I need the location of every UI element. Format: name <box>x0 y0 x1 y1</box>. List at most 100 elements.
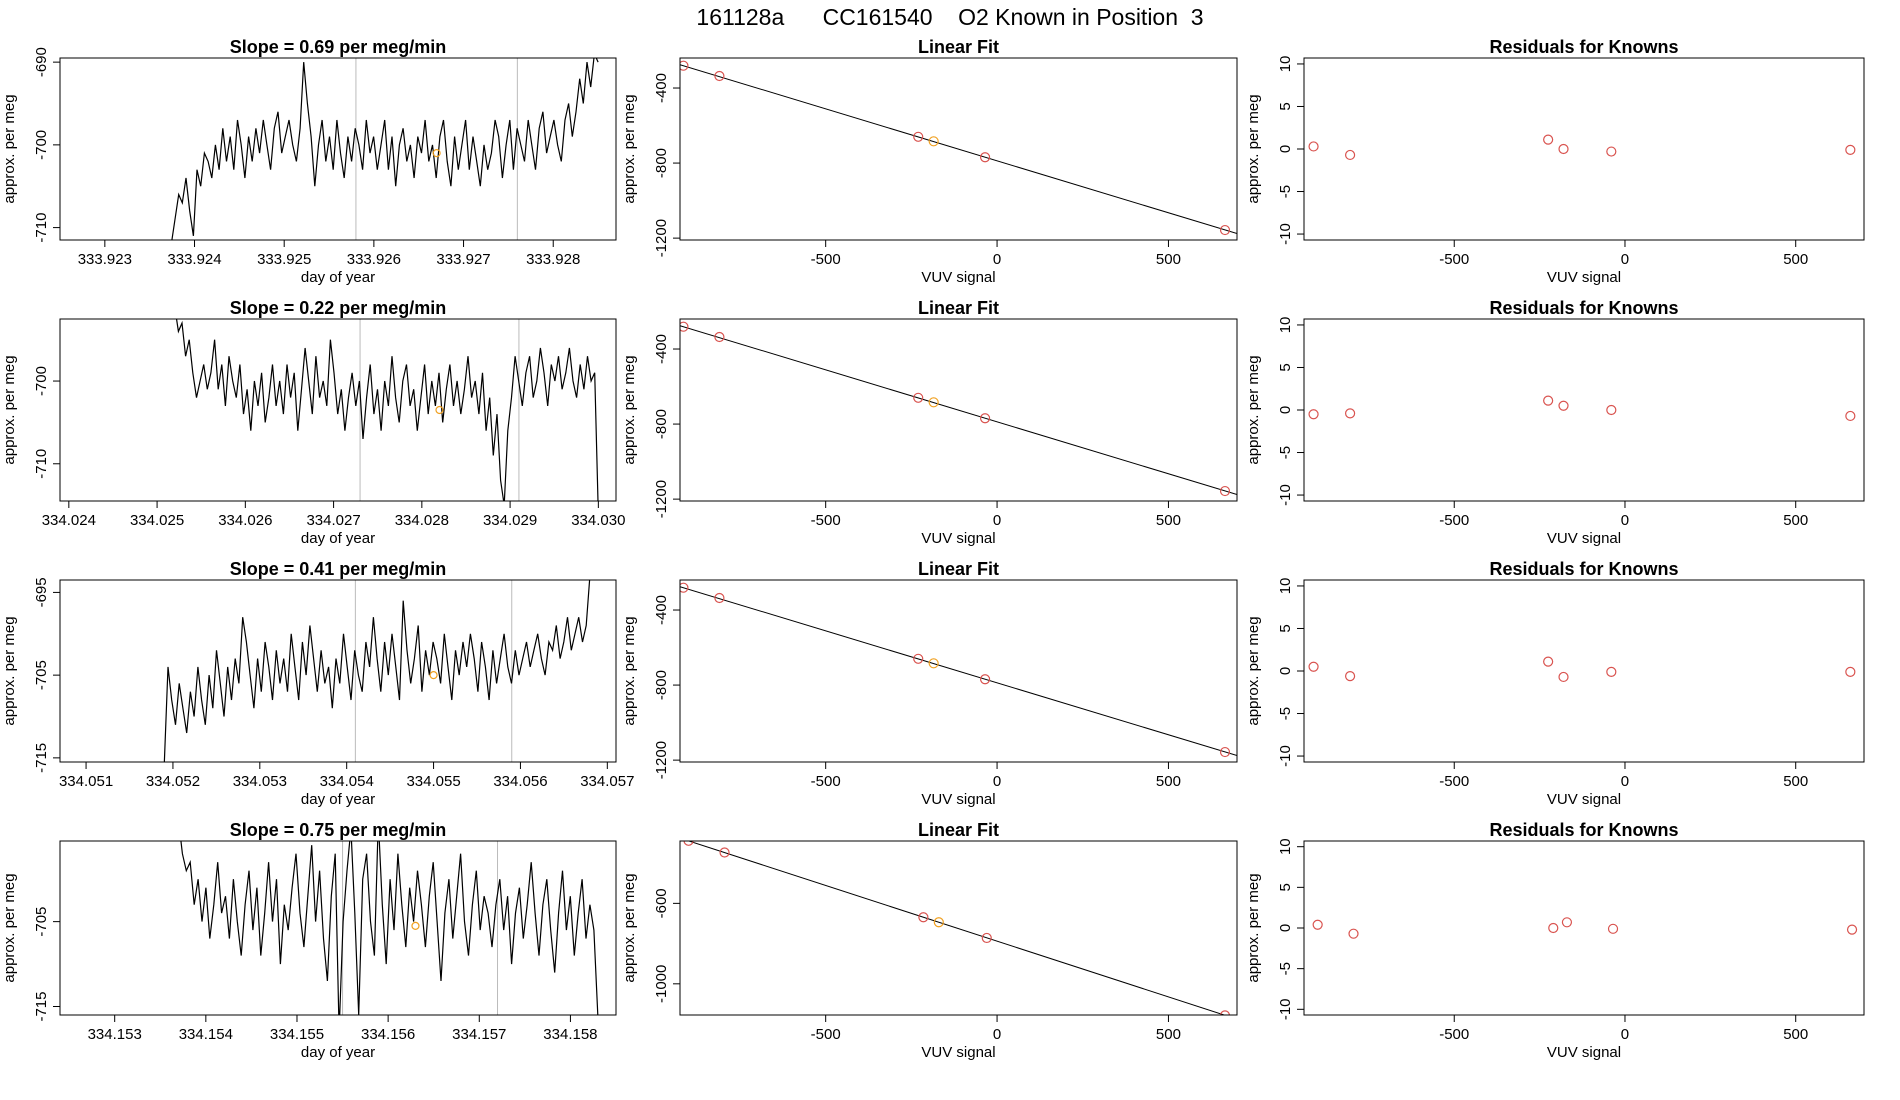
panel-3: Residuals for Knowns -500 0 500 10 5 0 -5 -10 VUV… <box>1245 37 1865 286</box>
y-axis-label: approx. per meg <box>621 355 638 464</box>
y-axis-label: approx. per meg <box>1 355 18 464</box>
data-point <box>1219 485 1231 497</box>
panel-title: Linear Fit <box>918 820 999 840</box>
data-point <box>913 392 924 403</box>
panel-2: Linear Fit -500 0 500 -400 -800 -1200 VUV signa… <box>621 37 1238 286</box>
data-point <box>1344 671 1356 682</box>
data-point <box>1344 408 1356 419</box>
panel-title: Linear Fit <box>918 298 999 318</box>
fit-line <box>680 325 1237 496</box>
x-tick-label: 334.052 <box>146 773 200 790</box>
highlight-point <box>928 658 939 669</box>
x-tick-label: 0 <box>993 512 1001 529</box>
y-tick-label: -10 <box>1277 223 1294 245</box>
y-tick-label: -1200 <box>653 219 670 257</box>
plot-frame <box>1303 318 1865 502</box>
y-tick-label: -690 <box>33 47 50 77</box>
plot-frame <box>1303 840 1865 1016</box>
x-tick-label: 500 <box>1156 773 1181 790</box>
y-tick-label: -400 <box>653 595 670 625</box>
y-tick-label: 10 <box>1277 317 1294 334</box>
panel-4: Slope = 0.22 per meg/min 334.024 334.025 33… <box>1 298 625 547</box>
panel-title: Slope = 0.75 per meg/min <box>230 820 447 840</box>
y-tick-label: -800 <box>653 148 670 178</box>
x-tick-label: -500 <box>1439 251 1469 268</box>
y-tick-label: 10 <box>1277 838 1294 855</box>
y-axis-label: approx. per meg <box>621 616 638 725</box>
y-tick-label: -10 <box>1277 484 1294 506</box>
x-axis-label: VUV signal <box>1547 791 1621 808</box>
x-tick-label: 0 <box>1621 773 1629 790</box>
data-point <box>1219 224 1231 236</box>
y-tick-label: -710 <box>33 213 50 243</box>
panel-title: Slope = 0.22 per meg/min <box>230 298 447 318</box>
data-point <box>1219 1010 1231 1015</box>
data-point <box>1543 134 1554 145</box>
plot-area <box>683 841 1231 1015</box>
series-line <box>180 841 599 1015</box>
plot-area <box>171 58 599 240</box>
data-point <box>1846 924 1858 935</box>
plot-area <box>163 580 591 762</box>
data-point <box>979 152 991 163</box>
x-tick-label: 500 <box>1783 251 1808 268</box>
panel-title: Residuals for Knowns <box>1489 559 1678 579</box>
panel-7: Slope = 0.41 per meg/min 334.051 334.052 33… <box>1 559 634 808</box>
x-tick-label: 333.924 <box>167 251 221 268</box>
x-tick-label: 334.056 <box>493 773 547 790</box>
x-tick-label: 334.154 <box>179 1026 233 1043</box>
panel-title: Linear Fit <box>918 37 999 57</box>
x-tick-label: -500 <box>1439 1026 1469 1043</box>
y-tick-label: -700 <box>33 366 50 396</box>
plot-area <box>1308 656 1856 683</box>
series-line <box>171 58 599 240</box>
data-point <box>1543 395 1554 406</box>
panel-title: Residuals for Knowns <box>1489 820 1678 840</box>
data-point <box>1606 404 1617 416</box>
x-axis-label: VUV signal <box>921 791 995 808</box>
y-tick-label: -705 <box>33 907 50 937</box>
x-axis-label: day of year <box>301 1044 375 1061</box>
y-tick-label: -1200 <box>653 480 670 518</box>
plot-area <box>175 319 599 501</box>
y-tick-label: -5 <box>1277 446 1294 459</box>
x-tick-label: 333.926 <box>347 251 401 268</box>
y-tick-label: -800 <box>653 670 670 700</box>
panel-title: Residuals for Knowns <box>1489 298 1678 318</box>
data-point <box>1308 661 1319 672</box>
data-point <box>1308 409 1319 420</box>
data-point <box>1312 919 1323 930</box>
series-line <box>163 580 591 762</box>
data-point <box>1606 666 1617 677</box>
x-tick-label: 0 <box>1621 1026 1629 1043</box>
plot-area <box>1308 395 1856 422</box>
y-axis-label: approx. per meg <box>621 94 638 203</box>
plot-frame <box>59 840 617 1016</box>
x-tick-label: 334.024 <box>42 512 96 529</box>
x-tick-label: 334.155 <box>270 1026 324 1043</box>
x-tick-label: 334.051 <box>59 773 113 790</box>
y-tick-label: -400 <box>653 73 670 103</box>
x-tick-label: 334.026 <box>218 512 272 529</box>
data-point <box>683 841 694 846</box>
data-point <box>1308 141 1319 152</box>
highlight-point <box>435 405 444 415</box>
panel-5: Linear Fit -500 0 500 -400 -800 -1200 VUV signa… <box>621 298 1238 547</box>
y-tick-label: -5 <box>1277 962 1294 975</box>
y-tick-label: 0 <box>1277 667 1294 675</box>
plot-frame <box>679 579 1238 763</box>
data-point <box>1558 671 1569 683</box>
plot-area <box>1312 917 1858 939</box>
data-point <box>981 932 992 944</box>
x-axis-label: VUV signal <box>1547 530 1621 547</box>
x-tick-label: 334.025 <box>130 512 184 529</box>
y-tick-label: 10 <box>1277 56 1294 73</box>
y-tick-label: -10 <box>1277 998 1294 1020</box>
x-axis-label: VUV signal <box>1547 1044 1621 1061</box>
x-axis-label: VUV signal <box>1547 269 1621 286</box>
x-axis-label: VUV signal <box>921 1044 995 1061</box>
plot-frame <box>679 57 1238 241</box>
panel-11: Linear Fit -500 0 500 -600 -1000 VUV signal app… <box>621 820 1238 1061</box>
highlight-point <box>429 671 438 680</box>
